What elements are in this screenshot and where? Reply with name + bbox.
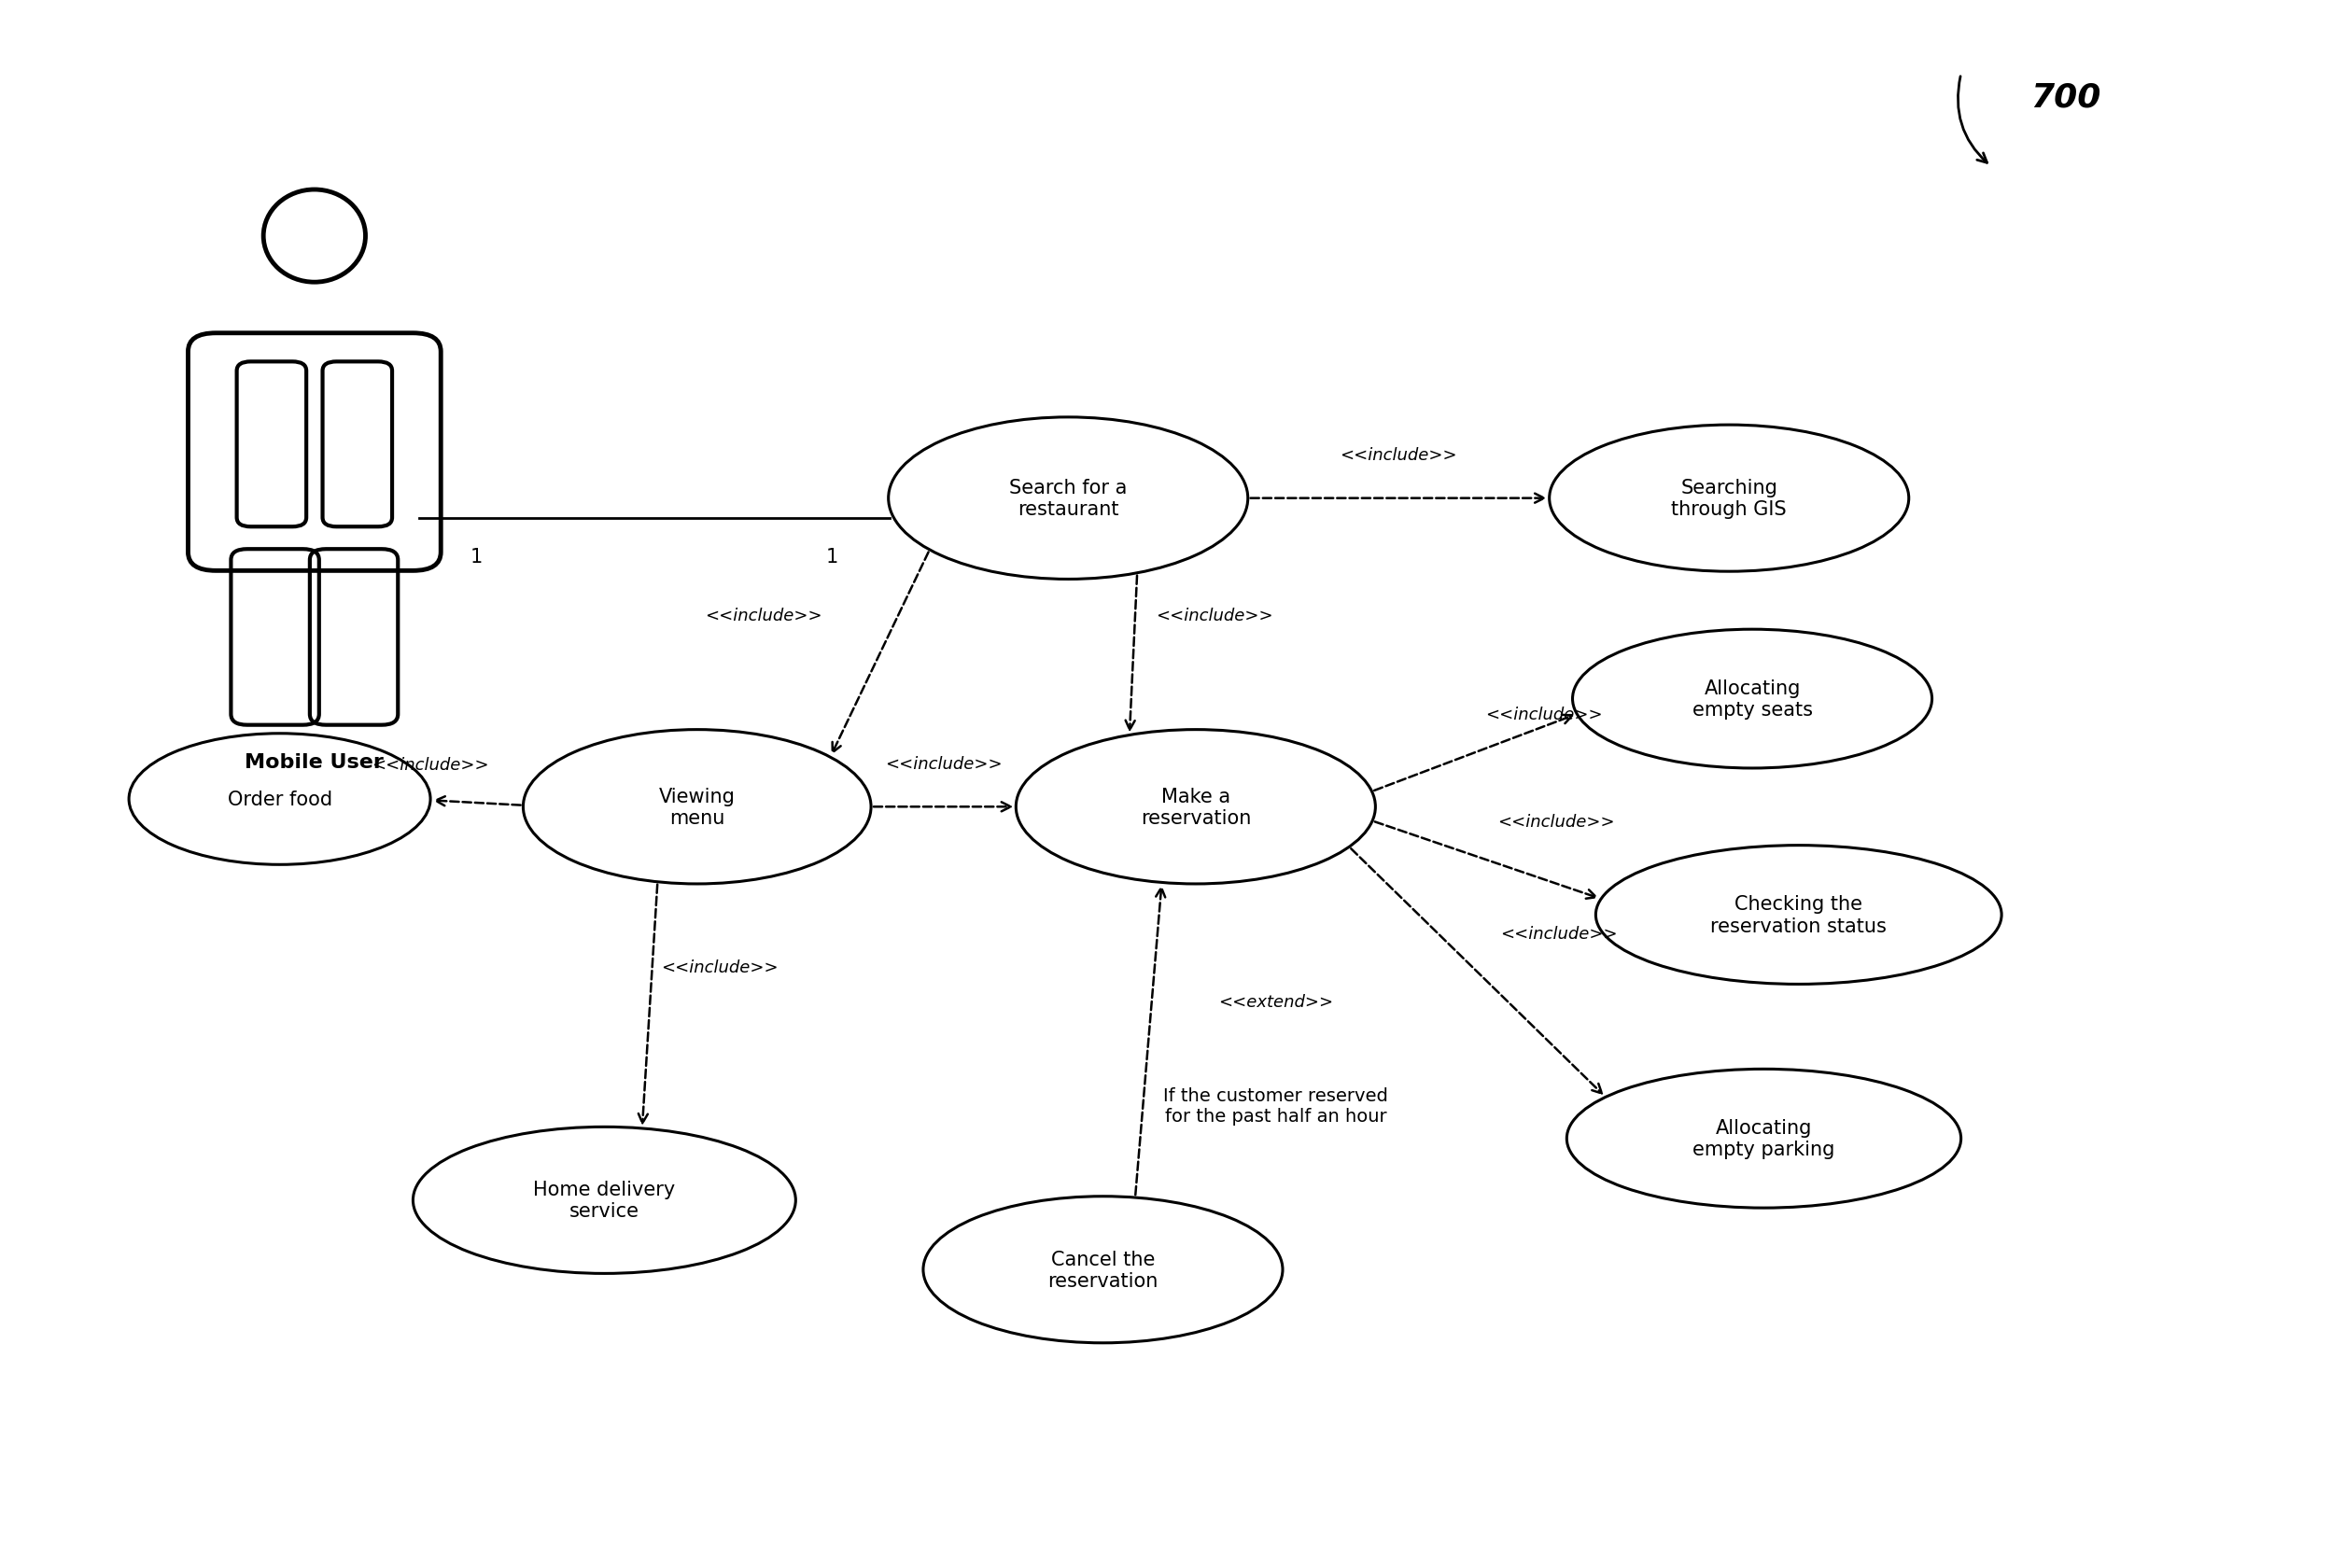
Text: 1: 1 (471, 547, 483, 566)
Text: <<include>>: <<include>> (373, 756, 490, 773)
Text: Mobile User: Mobile User (244, 753, 385, 771)
Text: Allocating
empty seats: Allocating empty seats (1693, 679, 1813, 720)
Text: 1: 1 (825, 547, 837, 566)
Text: Allocating
empty parking: Allocating empty parking (1693, 1118, 1836, 1159)
Text: 700: 700 (2031, 82, 2101, 113)
Text: <<include>>: <<include>> (1498, 814, 1616, 829)
Text: Order food: Order food (227, 790, 333, 809)
Text: Make a
reservation: Make a reservation (1140, 787, 1250, 828)
Text: <<include>>: <<include>> (1484, 706, 1602, 723)
Text: Checking the
reservation status: Checking the reservation status (1710, 895, 1888, 935)
Text: Cancel the
reservation: Cancel the reservation (1048, 1250, 1158, 1290)
Text: If the customer reserved
for the past half an hour: If the customer reserved for the past ha… (1163, 1087, 1388, 1124)
Text: Home delivery
service: Home delivery service (532, 1181, 675, 1220)
Text: <<include>>: <<include>> (706, 607, 823, 624)
Text: <<include>>: <<include>> (884, 756, 1001, 773)
Text: Viewing
menu: Viewing menu (659, 787, 736, 828)
Text: <<include>>: <<include>> (661, 958, 779, 975)
Text: Searching
through GIS: Searching through GIS (1672, 478, 1787, 519)
Text: <<include>>: <<include>> (1339, 447, 1456, 464)
Text: <<include>>: <<include>> (1501, 925, 1618, 942)
Text: Search for a
restaurant: Search for a restaurant (1008, 478, 1128, 519)
Text: <<include>>: <<include>> (1156, 607, 1273, 624)
Text: <<extend>>: <<extend>> (1219, 993, 1334, 1010)
